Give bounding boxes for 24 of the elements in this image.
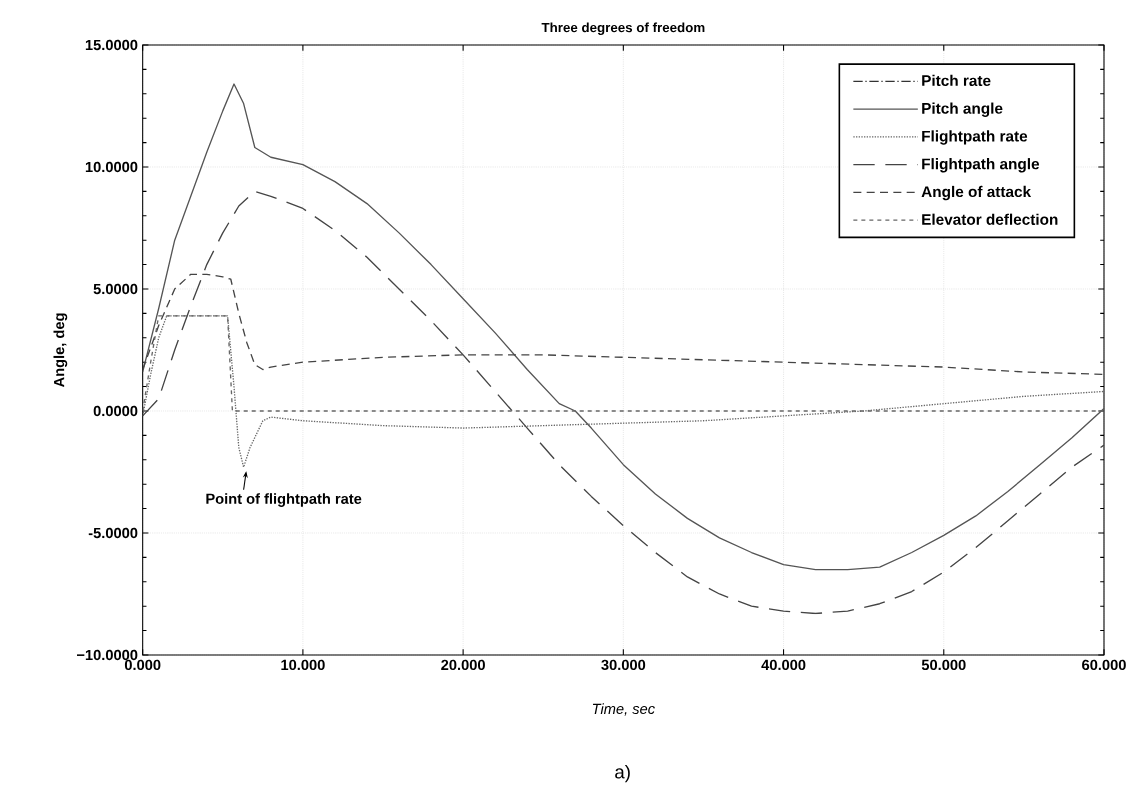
y-axis-title: Angle, deg (53, 313, 68, 388)
legend-label: Angle of attack (921, 185, 1032, 201)
legend-label: Pitch angle (922, 102, 1003, 117)
annotation: Point of flightpath rate (206, 493, 362, 507)
legend-label: Flightpath angle (922, 158, 1040, 173)
y-tick-label: 5.0000 (93, 283, 138, 295)
x-tick-label: 30.000 (601, 659, 646, 671)
legend-label: Pitch rate (922, 74, 991, 87)
y-tick-label: 10.0000 (85, 161, 138, 173)
x-tick-label: 10.000 (281, 659, 325, 671)
x-axis-title: Time, sec (592, 703, 655, 716)
chart-title: Three degrees of freedom (541, 22, 705, 35)
legend-label: Elevator deflection (922, 213, 1058, 225)
y-tick-label: 15.0000 (85, 39, 138, 51)
y-tick-label: −10.0000 (76, 649, 138, 661)
x-tick-label: 0.000 (124, 659, 161, 671)
x-tick-label: 60.000 (1082, 659, 1126, 671)
legend-label: Flightpath rate (922, 130, 1028, 145)
y-tick-label: 0.0000 (93, 405, 138, 417)
x-tick-label: 50.000 (921, 659, 966, 671)
x-tick-label: 20.000 (441, 659, 485, 671)
text: a) (615, 764, 630, 783)
y-tick-label: -5.0000 (88, 527, 138, 539)
x-tick-label: 40.000 (761, 659, 806, 671)
